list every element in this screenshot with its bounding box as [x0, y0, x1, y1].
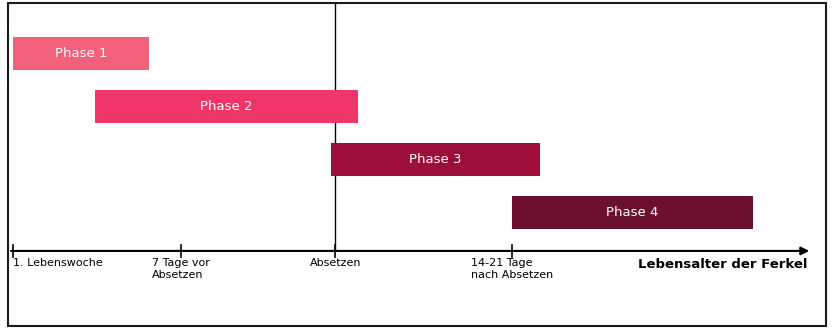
Text: Phase 1: Phase 1: [55, 47, 108, 60]
Text: 1. Lebenswoche: 1. Lebenswoche: [13, 258, 103, 268]
Bar: [512, 196, 753, 229]
Text: Lebensalter der Ferkel: Lebensalter der Ferkel: [638, 258, 807, 271]
Text: 7 Tage vor
Absetzen: 7 Tage vor Absetzen: [152, 258, 210, 280]
Text: Phase 3: Phase 3: [409, 153, 461, 166]
Text: 14-21 Tage
nach Absetzen: 14-21 Tage nach Absetzen: [471, 258, 554, 280]
Text: Phase 4: Phase 4: [606, 206, 659, 219]
Text: Absetzen: Absetzen: [309, 258, 361, 268]
Bar: [94, 90, 358, 123]
Bar: [331, 143, 540, 176]
Bar: [13, 37, 149, 70]
Text: Phase 2: Phase 2: [200, 100, 253, 113]
